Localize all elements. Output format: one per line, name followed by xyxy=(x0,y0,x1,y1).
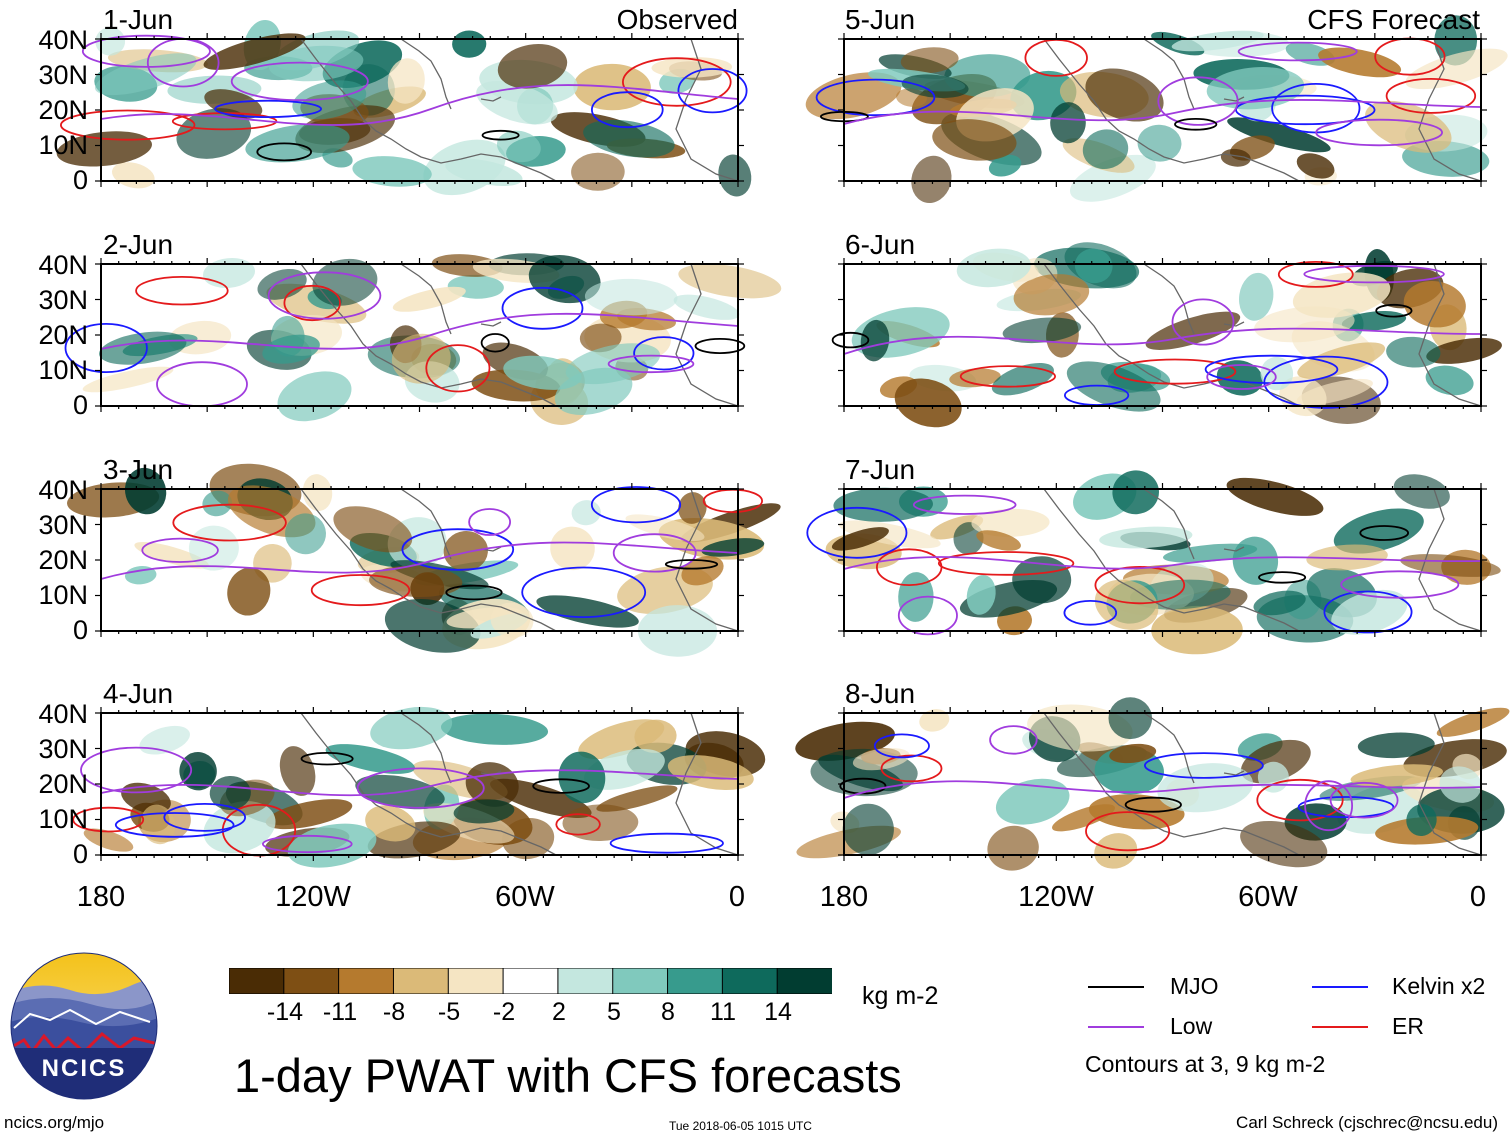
legend-note: Contours at 3, 9 kg m-2 xyxy=(1085,1051,1326,1077)
lat-label: 20N xyxy=(38,545,88,575)
lon-label: 180 xyxy=(76,881,126,913)
colorbar-swatch xyxy=(667,967,724,995)
colorbar-tick: -14 xyxy=(266,998,304,1026)
lat-label: 0 xyxy=(72,839,88,869)
lat-label: 30N xyxy=(38,285,88,315)
lat-label: 0 xyxy=(72,615,88,645)
lat-label: 10N xyxy=(38,804,88,834)
colorbar-units: kg m-2 xyxy=(862,982,939,1010)
lat-label: 40N xyxy=(38,25,88,55)
ncics-logo: NCICS xyxy=(10,952,158,1100)
lat-label: 20N xyxy=(38,320,88,350)
colorbar-tick: 2 xyxy=(552,998,566,1026)
lon-label: 60W xyxy=(1238,881,1298,913)
legend-swatch-er xyxy=(1312,1026,1368,1028)
author-credit: Carl Schreck (cjschrec@ncsu.edu) xyxy=(1236,1113,1498,1132)
panel-date: 3-Jun xyxy=(103,454,174,485)
figure-title: 1-day PWAT with CFS forecasts xyxy=(234,1049,902,1102)
panel-date: 7-Jun xyxy=(845,454,916,485)
lat-label: 30N xyxy=(38,60,88,90)
lat-label: 40N xyxy=(38,250,88,280)
lat-label: 10N xyxy=(38,580,88,610)
legend-swatch-low xyxy=(1088,1026,1144,1028)
lat-label: 10N xyxy=(38,130,88,160)
colorbar-tick: -2 xyxy=(492,998,516,1026)
map-panel-jun6 xyxy=(831,242,1502,428)
colorbar-swatch xyxy=(392,967,450,995)
colorbar-tick: 5 xyxy=(607,998,621,1026)
lat-label: 40N xyxy=(38,475,88,505)
lon-label: 0 xyxy=(1469,881,1487,913)
legend-label: MJO xyxy=(1170,973,1219,999)
colorbar-swatch xyxy=(502,967,559,995)
colorbar-swatch xyxy=(776,967,833,995)
lat-label: 0 xyxy=(72,390,88,420)
lon-label: 0 xyxy=(728,881,746,913)
legend-swatch-mjo xyxy=(1088,986,1144,988)
lat-label: 30N xyxy=(38,510,88,540)
panel-corner-label: CFS Forecast xyxy=(1307,4,1480,35)
map-panel-jun4 xyxy=(72,706,766,868)
colorbar-swatch xyxy=(612,967,669,995)
lat-label: 20N xyxy=(38,95,88,125)
logo-text: NCICS xyxy=(42,1055,127,1082)
colorbar-swatch xyxy=(721,967,779,995)
colorbar-tick: -8 xyxy=(382,998,406,1026)
logo-graphic: NCICS xyxy=(10,952,158,1100)
map-panel-jun2 xyxy=(64,253,782,425)
colorbar-swatch xyxy=(283,967,340,995)
colorbar xyxy=(228,967,833,995)
colorbar-swatch xyxy=(338,967,395,995)
panel-date: 5-Jun xyxy=(845,4,916,35)
panel-date: 8-Jun xyxy=(845,678,916,709)
legend-label: ER xyxy=(1392,1013,1424,1039)
colorbar-tick: 14 xyxy=(764,998,792,1026)
lon-label: 120W xyxy=(1018,881,1094,913)
lat-label: 40N xyxy=(38,699,88,729)
colorbar-swatches xyxy=(228,967,833,995)
lon-label: 60W xyxy=(495,881,555,913)
legend-swatch-kelvin xyxy=(1312,986,1368,988)
colorbar-tick: -5 xyxy=(437,998,461,1026)
lat-label: 10N xyxy=(38,355,88,385)
colorbar-swatch xyxy=(228,967,285,995)
colorbar-tick: -11 xyxy=(322,998,358,1026)
lat-label: 30N xyxy=(38,734,88,764)
lat-label: 0 xyxy=(72,165,88,195)
lon-label: 120W xyxy=(275,881,351,913)
timestamp: Tue 2018-06-05 1015 UTC xyxy=(669,1119,812,1133)
panel-date: 2-Jun xyxy=(103,229,174,260)
map-panel-jun7 xyxy=(806,470,1501,655)
colorbar-tick: 8 xyxy=(661,998,675,1026)
map-panel-jun5 xyxy=(805,15,1508,204)
legend-label: Low xyxy=(1170,1013,1213,1039)
panel-date: 4-Jun xyxy=(103,678,174,709)
map-panel-jun3 xyxy=(67,463,781,657)
panel-date: 6-Jun xyxy=(845,229,916,260)
lat-label: 20N xyxy=(38,769,88,799)
panel-date: 1-Jun xyxy=(103,4,174,35)
colorbar-swatch xyxy=(557,967,614,995)
panel-corner-label: Observed xyxy=(616,4,738,35)
legend-label: Kelvin x2 xyxy=(1392,973,1486,999)
map-panel-jun1 xyxy=(56,19,752,197)
colorbar-tick: 11 xyxy=(710,998,736,1026)
map-panel-jun8 xyxy=(795,697,1510,871)
site-link[interactable]: ncics.org/mjo xyxy=(4,1113,105,1132)
colorbar-swatch xyxy=(447,967,505,995)
lon-label: 180 xyxy=(819,881,869,913)
